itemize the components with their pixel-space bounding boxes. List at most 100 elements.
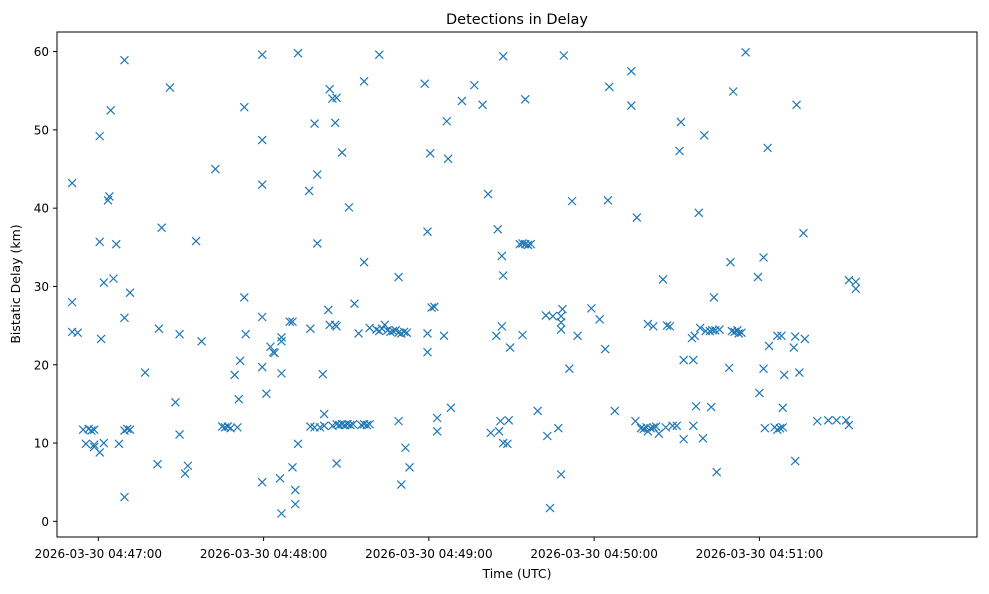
detection-point (695, 323, 705, 333)
detection-point (486, 428, 496, 438)
detection-point (380, 320, 390, 330)
detection-point (290, 499, 300, 509)
detection-point (779, 370, 789, 380)
detection-point (420, 79, 430, 89)
detection-point (81, 439, 91, 449)
detection-point (165, 83, 175, 93)
detection-point (330, 118, 340, 128)
detection-point (498, 271, 508, 280)
detection-point (99, 438, 109, 448)
detection-point (823, 415, 833, 425)
detection-point (257, 50, 267, 60)
detection-point (348, 419, 358, 429)
detection-point (140, 368, 150, 378)
detection-point (337, 148, 347, 157)
detection-point (171, 397, 180, 407)
detection-point (67, 178, 77, 188)
detection-point (125, 425, 135, 435)
detection-point (394, 416, 403, 426)
detection-point (350, 299, 359, 309)
detection-point (432, 426, 442, 436)
detection-point (365, 419, 375, 429)
detection-point (737, 328, 746, 338)
detection-point (405, 462, 414, 472)
detection-point (753, 272, 763, 282)
detection-point (257, 135, 267, 145)
detection-point (427, 303, 437, 313)
detection-point (277, 332, 286, 342)
detection-point (95, 448, 105, 457)
detection-point (799, 228, 808, 238)
detection-point (197, 336, 207, 346)
detection-point (234, 394, 244, 404)
detection-point (277, 509, 286, 518)
detection-point (354, 329, 364, 338)
detection-point (648, 321, 658, 331)
detection-point (153, 459, 162, 469)
detection-point (402, 328, 412, 338)
detection-point (595, 314, 605, 324)
detection-point (518, 330, 527, 340)
detection-point (493, 224, 503, 234)
detection-point (325, 84, 335, 94)
detection-point (603, 195, 613, 205)
detection-point (790, 456, 800, 466)
detection-point (106, 105, 116, 115)
x-tick-label: 2026-03-30 04:50:00 (530, 547, 657, 561)
detection-point (345, 420, 355, 430)
detection-point (632, 213, 642, 222)
detection-point (600, 344, 610, 354)
detection-point (545, 503, 555, 513)
y-tick-label: 30 (34, 280, 49, 294)
detection-point (496, 416, 505, 426)
detection-point (230, 370, 240, 380)
detection-point (851, 277, 861, 287)
detection-point (688, 355, 698, 365)
x-tick-label: 2026-03-30 04:51:00 (696, 547, 823, 561)
y-tick-label: 20 (34, 358, 49, 372)
detection-point (505, 343, 515, 352)
detection-point (497, 321, 507, 331)
detection-point (691, 401, 701, 411)
detection-point (122, 424, 132, 434)
detection-point (498, 51, 508, 61)
detection-point (374, 50, 384, 60)
detection-point (73, 328, 83, 338)
detection-point (844, 420, 854, 430)
detection-point (712, 467, 722, 477)
detection-point (99, 278, 109, 287)
detection-point (772, 425, 782, 435)
detection-point (319, 421, 329, 431)
detection-point (764, 341, 774, 351)
detection-point (643, 319, 653, 329)
detection-point (423, 347, 432, 357)
detection-point (232, 422, 242, 432)
detection-point (95, 131, 105, 141)
detection-point (191, 236, 201, 246)
detection-point (257, 180, 267, 190)
y-tick-label: 50 (34, 123, 49, 137)
detection-point (523, 240, 533, 250)
detection-point (586, 303, 596, 313)
detection-point (359, 257, 369, 267)
detection-point (706, 402, 716, 412)
x-axis: 2026-03-30 04:47:00 2026-03-30 04:48:00 20… (35, 537, 823, 561)
detection-point (699, 130, 709, 140)
detection-point (662, 321, 672, 331)
x-axis-label: Time (UTC) (481, 566, 551, 581)
detection-point (120, 55, 129, 65)
detection-point (318, 369, 328, 379)
detection-point (728, 87, 738, 96)
detection-point (235, 356, 245, 366)
detection-point (257, 362, 267, 372)
plot-area-frame (56, 31, 978, 538)
detection-point (763, 143, 773, 153)
detection-point (87, 426, 96, 435)
detection-point (312, 238, 322, 248)
detection-point (651, 422, 661, 432)
detection-point (332, 458, 342, 468)
detection-point (457, 96, 467, 106)
detection-point (210, 164, 220, 174)
detection-point (800, 334, 810, 344)
detection-point (285, 317, 295, 327)
